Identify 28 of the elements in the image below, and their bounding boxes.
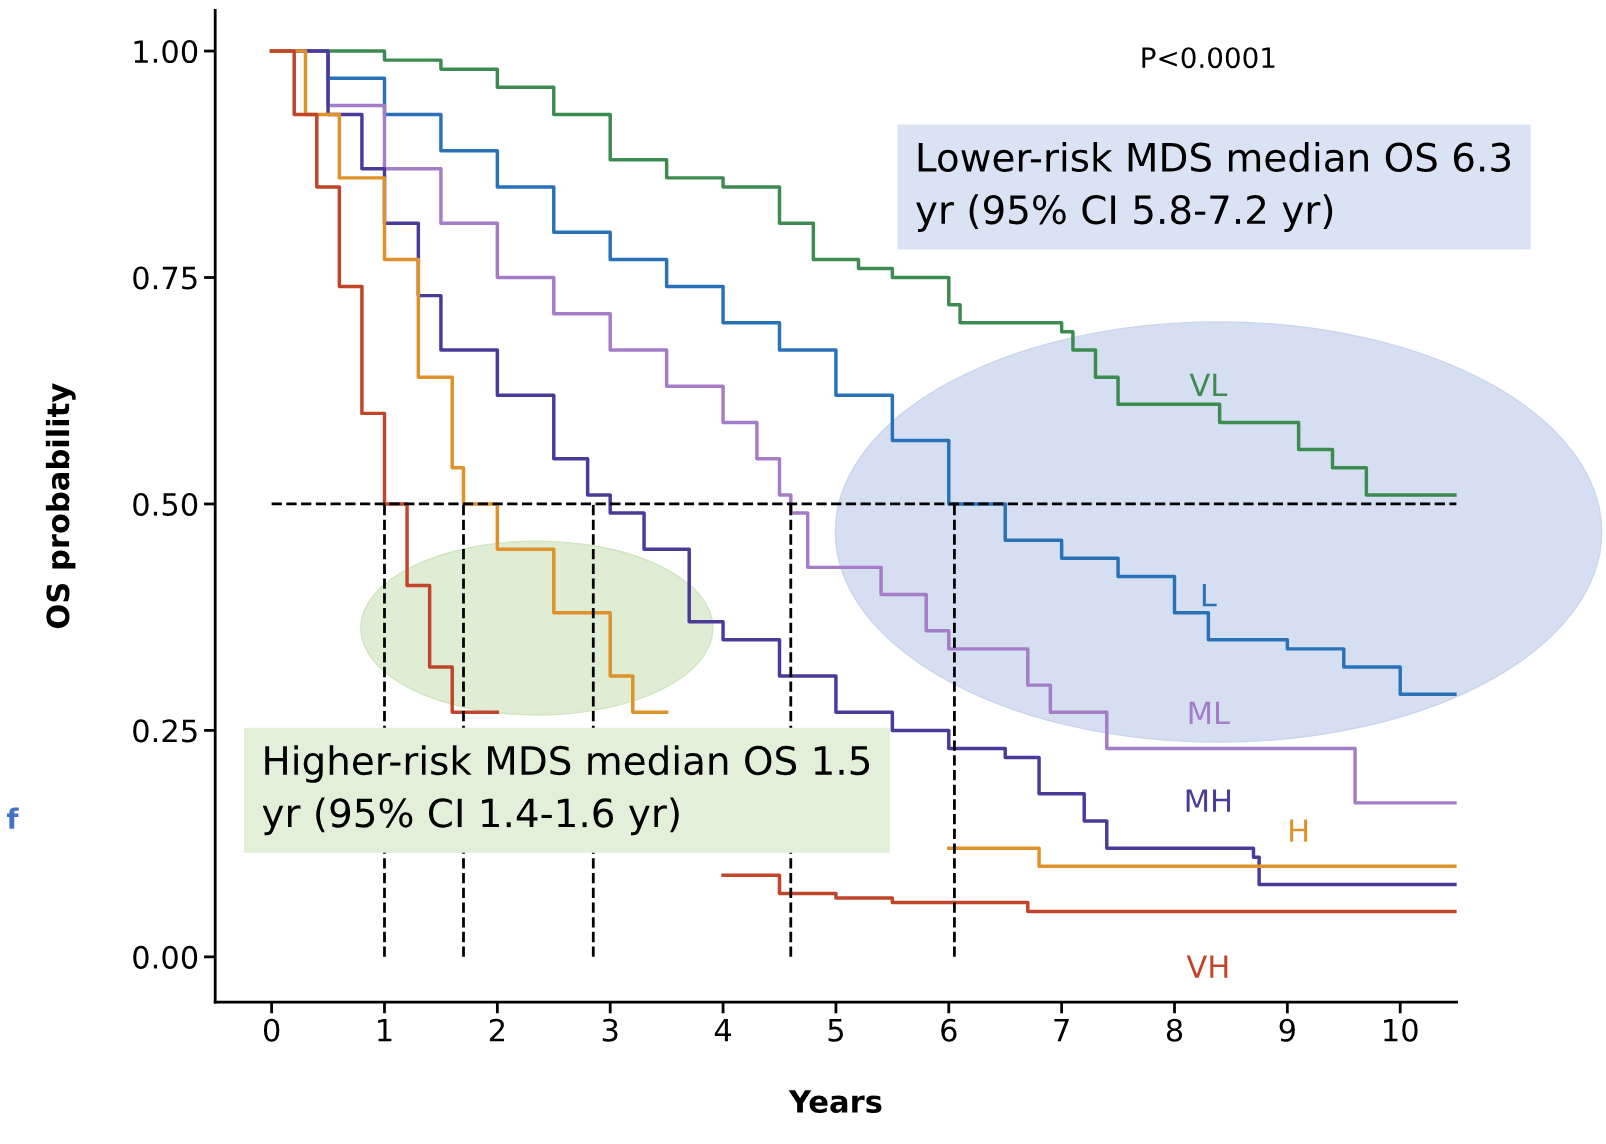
x-axis-title: Years [788, 1090, 882, 1114]
y-tick-label: 1.00 [134, 39, 198, 64]
x-tick-label: 7 [1054, 1019, 1069, 1042]
annotation: Lower-risk MDS median OS 6.3 yr (95% CI 5.8-7.2 yr) [916, 141, 1510, 232]
x-tick-label: 2 [489, 1018, 505, 1042]
y-tick-label: 0.00 [133, 945, 198, 969]
x-tick-label: 3 [602, 1018, 618, 1042]
series-label: VL [1189, 373, 1228, 396]
y-tick-label: 0.50 [133, 492, 198, 516]
x-tick-label: 4 [714, 1019, 732, 1042]
y-tick-label: 0.75 [133, 266, 197, 290]
x-tick-label: 10 [1384, 1018, 1418, 1042]
series-label: H [1290, 819, 1308, 842]
x-tick-label: 5 [828, 1019, 843, 1042]
x-tick-label: 9 [1279, 1018, 1295, 1042]
x-tick-label: 1 [378, 1019, 392, 1042]
y-tick-label: 0.25 [133, 719, 197, 743]
series-label: MH [1186, 789, 1231, 812]
series-label: ML [1189, 701, 1230, 725]
annotation: P<0.0001 [1142, 47, 1275, 69]
x-tick-label: 8 [1166, 1018, 1183, 1042]
series-label: VH [1186, 955, 1228, 978]
series-label: L [1202, 584, 1217, 607]
text: f [6, 807, 19, 829]
annotation: Higher-risk MDS median OS 1.5 yr (95% CI 1.4-1.6 yr) [262, 745, 870, 836]
x-tick-label: 0 [263, 1018, 280, 1042]
y-axis-title: OS probability [45, 383, 76, 629]
x-tick-label: 6 [941, 1018, 957, 1042]
